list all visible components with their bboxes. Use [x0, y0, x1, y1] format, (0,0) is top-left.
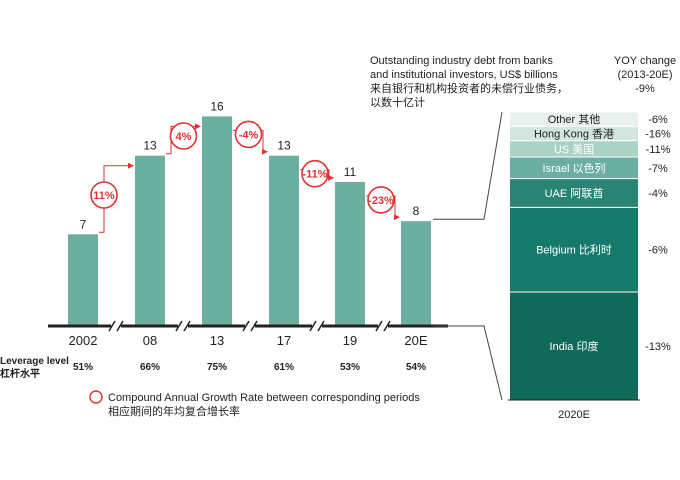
bar-13 [202, 116, 232, 327]
leverage-value: 53% [340, 362, 360, 373]
stack-x-label: 2020E [558, 409, 590, 421]
bar-value-label: 8 [413, 204, 420, 218]
segment-yoy: -11% [646, 144, 671, 156]
segment-yoy: -13% [645, 341, 671, 353]
breakdown-title: Outstanding industry debt from banks [370, 55, 553, 67]
segment-yoy: -6% [648, 114, 668, 126]
axis-break-slash [309, 320, 317, 332]
cagr-label: 4% [176, 131, 192, 143]
bar-value-label: 13 [143, 139, 157, 153]
zoom-connector-top [433, 111, 503, 220]
leverage-value: 75% [207, 362, 227, 373]
legend-circle-icon [89, 390, 103, 404]
cagr-label: -23% [368, 195, 394, 207]
stack-segment [510, 178, 638, 208]
cagr-circle [367, 186, 395, 214]
bar-value-label: 7 [80, 217, 87, 231]
segment-label: Israel 以色列 [543, 161, 606, 175]
cagr-circle [234, 120, 263, 149]
axis-break-slash [250, 320, 258, 332]
leverage-value: 54% [406, 362, 426, 373]
x-tick-label: 20E [404, 333, 427, 348]
x-tick-label: 2002 [69, 333, 98, 348]
yoy-title: YOY change [614, 55, 676, 67]
axis-break-gap [178, 321, 188, 331]
bar-series: 7 13 16 13 11 8 [68, 99, 431, 327]
yoy-total: -9% [635, 83, 655, 95]
cagr-circle [90, 181, 118, 209]
segment-label: US 美国 [554, 143, 594, 156]
cagr-label: -11% [302, 169, 327, 181]
axis-break-gap [312, 321, 322, 331]
stack-segment [510, 126, 638, 141]
x-tick-label: 08 [143, 333, 157, 348]
stack-segment [510, 292, 638, 400]
bar-17 [269, 155, 299, 326]
axis-break-gap [111, 321, 121, 331]
cagr-label: 11% [93, 190, 115, 202]
breakdown-title: 来自银行和机构投资者的未偿行业债务， [370, 81, 568, 95]
bar-value-label: 11 [344, 165, 357, 179]
stack-segment [510, 112, 638, 127]
legend-text-en: Compound Annual Growth Rate between corr… [108, 392, 420, 404]
x-axis: 2002 08 13 17 19 20E [48, 320, 448, 348]
x-tick-label: 19 [343, 333, 357, 348]
bar-20E [401, 221, 431, 326]
x-tick-label: 17 [277, 333, 291, 348]
bar-value-label: 16 [210, 99, 224, 113]
segment-label: India 印度 [550, 339, 599, 353]
axis-break-gap [245, 321, 255, 331]
leverage-value: 51% [73, 362, 93, 373]
legend-text-zh: 相应期间的年均复合增长率 [108, 404, 240, 418]
axis-break-slash [317, 320, 325, 332]
segment-label: Hong Kong 香港 [534, 128, 614, 141]
stack-segment [510, 157, 638, 179]
x-tick-label: 13 [210, 333, 224, 348]
axis-break-slash [383, 320, 391, 332]
leverage-value: 61% [274, 362, 294, 373]
segment-label: Other 其他 [548, 113, 601, 126]
axis-break-slash [242, 320, 250, 332]
segment-label: Belgium 比利时 [536, 244, 612, 257]
stacked-breakdown: Outstanding industry debt from banks and … [370, 55, 676, 421]
bar-08 [135, 155, 165, 326]
segment-yoy: -7% [648, 163, 668, 175]
breakdown-title: 以数十亿计 [370, 95, 425, 109]
bar-2002 [68, 234, 98, 326]
leverage-value: 66% [140, 362, 160, 373]
cagr-label: -4% [239, 129, 259, 141]
yoy-title: (2013-20E) [617, 69, 672, 81]
axis-break-slash [175, 320, 183, 332]
axis-break-slash [375, 320, 383, 332]
axis-break-gap [378, 321, 388, 331]
segment-label: UAE 阿联酋 [545, 186, 604, 200]
cagr-circle [169, 122, 198, 150]
leverage-label-zh: 杠杆水平 [0, 367, 40, 380]
axis-break-slash [116, 320, 124, 332]
stack-segment [510, 207, 638, 292]
breakdown-title: and institutional investors, US$ billion… [370, 69, 558, 81]
bar-value-label: 13 [277, 139, 291, 153]
segment-yoy: -6% [648, 245, 668, 257]
bar-19 [335, 181, 365, 326]
axis-break-slash [183, 320, 191, 332]
cagr-circle [301, 159, 329, 188]
cagr-annotations: 11% 4% -4% -11% -23% [90, 120, 400, 233]
segment-yoy: -4% [648, 188, 668, 200]
stack-segment [510, 140, 638, 157]
segment-yoy: -16% [645, 129, 671, 141]
zoom-connector-bottom [433, 325, 503, 401]
axis-break-slash [108, 320, 116, 332]
legend: Compound Annual Growth Rate between corr… [89, 390, 420, 418]
leverage-label-en: Leverage level [0, 356, 69, 367]
